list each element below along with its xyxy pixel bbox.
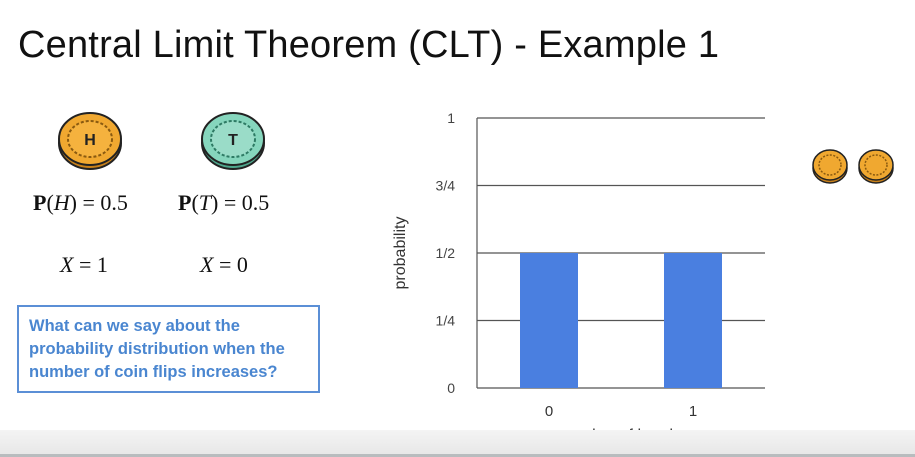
tails-coin-icon: T bbox=[201, 112, 265, 170]
bar bbox=[664, 253, 722, 388]
y-tick-label: 3/4 bbox=[436, 178, 456, 194]
slide-title: Central Limit Theorem (CLT) - Example 1 bbox=[18, 24, 720, 66]
heads-coin-letter: H bbox=[84, 132, 96, 149]
tails-variable: X = 0 bbox=[200, 252, 248, 277]
x-tick-label: 1 bbox=[689, 403, 697, 420]
tails-probability: P(T) = 0.5 bbox=[178, 190, 270, 215]
heads-coin-icon: H bbox=[58, 112, 122, 170]
y-tick-label: 0 bbox=[447, 380, 455, 396]
bottom-bar bbox=[0, 430, 915, 457]
y-tick-label: 1/2 bbox=[436, 245, 456, 261]
probability-bar-chart: 01/41/23/4101number of headsprobability bbox=[392, 110, 765, 444]
question-callout: What can we say about the probability di… bbox=[17, 305, 320, 393]
small-coin-icon bbox=[858, 149, 894, 184]
x-tick-label: 0 bbox=[545, 403, 553, 420]
coin-pair-icon bbox=[812, 149, 894, 184]
y-tick-label: 1 bbox=[447, 110, 455, 126]
bar bbox=[520, 253, 578, 388]
heads-probability: P(H) = 0.5 bbox=[33, 190, 128, 215]
y-axis-label: probability bbox=[392, 217, 409, 290]
heads-variable: X = 1 bbox=[60, 252, 108, 277]
y-tick-label: 1/4 bbox=[436, 313, 456, 329]
small-coin-icon bbox=[812, 149, 848, 184]
tails-coin-letter: T bbox=[228, 132, 238, 149]
